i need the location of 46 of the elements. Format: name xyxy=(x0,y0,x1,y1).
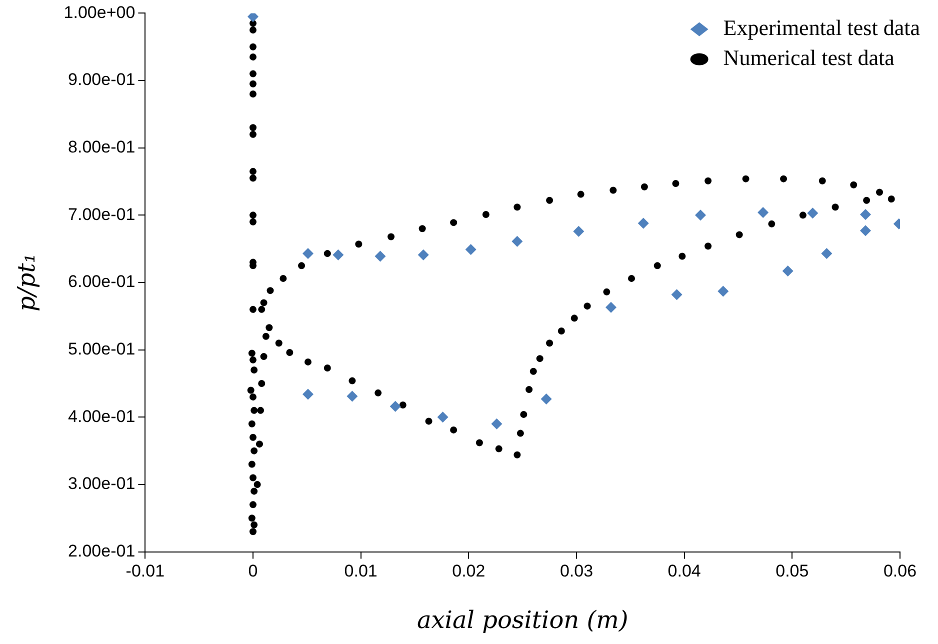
y-tick-label: 2.00e-01 xyxy=(68,541,136,560)
point xyxy=(782,266,794,277)
x-tick-label: 0.04 xyxy=(668,562,701,581)
x-tick-label: 0 xyxy=(248,562,258,581)
point xyxy=(512,236,523,247)
x-tick-label: 0.03 xyxy=(560,562,594,581)
point xyxy=(346,390,358,402)
point xyxy=(718,286,729,297)
point xyxy=(437,412,448,423)
point xyxy=(860,225,871,236)
legend-label: Experimental test data xyxy=(723,14,920,40)
y-tick-label: 7.00e-01 xyxy=(68,204,136,224)
y-tick-label: 4.00e-01 xyxy=(68,406,136,426)
y-axis-title: p/pt₁ xyxy=(12,253,41,312)
point xyxy=(606,302,617,313)
point xyxy=(302,248,314,260)
point xyxy=(807,208,818,219)
y-tick-label: 9.00e-01 xyxy=(68,70,136,90)
point xyxy=(540,393,552,404)
point xyxy=(491,418,502,430)
point xyxy=(248,13,259,22)
point xyxy=(418,249,429,260)
legend-label: Numerical test data xyxy=(723,44,895,70)
point xyxy=(374,250,386,262)
point xyxy=(695,210,706,221)
point xyxy=(390,400,401,412)
y-tick-label: 1.00e+00 xyxy=(64,2,136,22)
y-tick-label: 5.00e-01 xyxy=(68,340,136,359)
point xyxy=(671,289,682,300)
point xyxy=(332,249,344,260)
y-tick-label: 3.00e-01 xyxy=(68,474,136,494)
y-tick-label: 8.00e-01 xyxy=(68,138,136,157)
x-tick-label: 0.02 xyxy=(452,562,486,581)
point xyxy=(573,226,584,237)
point xyxy=(465,244,476,256)
x-tick-label: 0.01 xyxy=(344,562,378,581)
x-tick-label: -0.01 xyxy=(126,562,165,581)
point xyxy=(638,218,649,229)
point xyxy=(821,248,832,260)
x-tick-label: 0.06 xyxy=(883,562,917,581)
y-tick-label: 6.00e-01 xyxy=(68,272,136,292)
point xyxy=(302,388,314,400)
x-tick-label: 0.05 xyxy=(776,562,809,581)
x-axis-title: axial position (m) xyxy=(416,606,628,634)
point xyxy=(860,209,871,220)
point xyxy=(758,206,769,218)
